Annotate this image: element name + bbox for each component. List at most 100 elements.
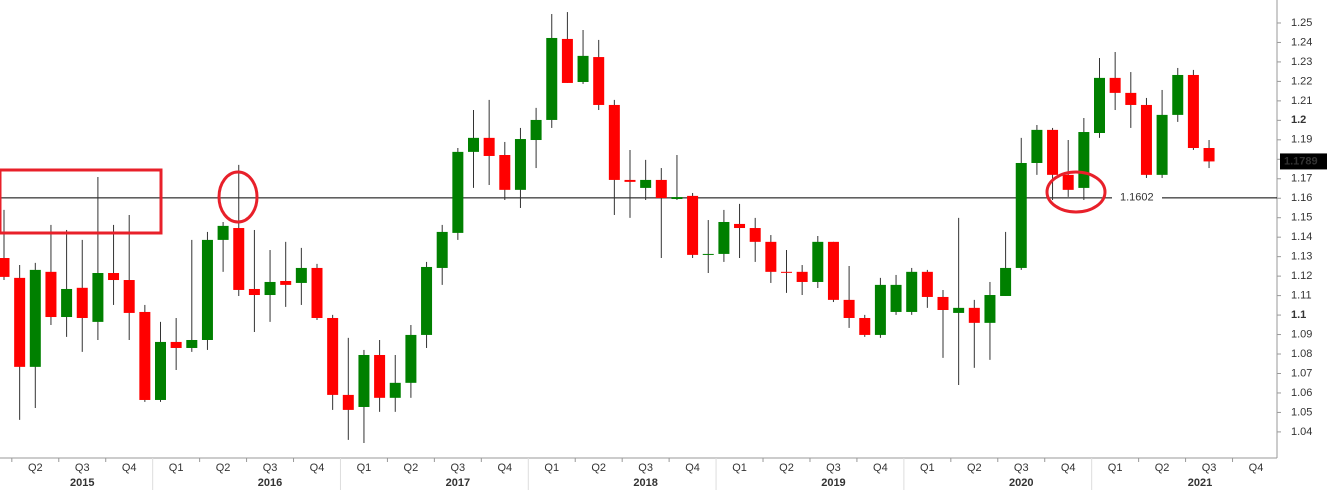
candle-body [139,311,151,400]
candle-body [671,197,683,200]
candle-body [1125,92,1137,105]
y-tick-label: 1.04 [1291,426,1312,438]
quarter-label: Q2 [779,462,794,474]
candle-body [311,267,323,318]
candle-body [859,317,871,335]
y-tick-label: 1.13 [1291,251,1312,263]
candle-body [1031,129,1043,163]
candle-body [1187,74,1199,148]
quarter-label: Q1 [544,462,559,474]
year-label: 2019 [821,477,845,489]
quarter-label: Q2 [216,462,231,474]
candle-body [749,228,761,242]
candle-body [827,241,839,300]
candle-body [1000,267,1012,296]
candle-body [452,151,464,233]
y-tick-label: 1.07 [1291,367,1312,379]
candle-body [1047,129,1059,175]
candle-body [45,271,57,318]
candle-body [874,284,886,335]
candle-body [29,269,41,367]
y-tick-label: 1.19 [1291,134,1312,146]
quarter-label: Q4 [1249,462,1264,474]
candle-body [108,273,120,281]
quarter-label: Q4 [685,462,700,474]
quarter-label: Q2 [591,462,606,474]
candle-body [1109,77,1121,93]
candle-body [123,280,135,313]
y-tick-label: 1.05 [1291,406,1312,418]
candle-body [436,231,448,268]
candle-body [906,271,918,312]
candle-body [468,137,479,152]
candle-body [405,334,417,383]
candle-body [201,239,213,340]
quarter-label: Q4 [122,462,137,474]
candle-body [421,266,433,335]
highlight-box [0,168,163,235]
candle-body [968,307,980,323]
candle-body [890,284,902,312]
candle-body [561,38,573,83]
quarter-label: Q1 [357,462,372,474]
candle-body [155,341,166,400]
candle-body [1078,132,1090,188]
last-price-tag [1280,153,1327,170]
candle-body [624,179,636,182]
candle-body [1140,104,1152,175]
candle-body [358,354,370,407]
candle-body [640,179,652,188]
candle-body [796,271,808,282]
level-label-bg [1112,190,1162,205]
candle-body [843,299,855,318]
quarter-label: Q3 [263,462,278,474]
candle-body [61,288,73,318]
quarter-label: Q4 [1061,462,1076,474]
quarter-label: Q2 [404,462,419,474]
candle-body [687,195,699,255]
year-label: 2015 [70,477,94,489]
quarter-label: Q4 [310,462,325,474]
candle-body [530,119,542,141]
year-label: 2016 [258,477,282,489]
candle-body [608,104,620,180]
candle-body [577,55,589,82]
y-tick-label: 1.17 [1291,173,1312,185]
candle-body [1062,174,1074,190]
candle-body [389,382,401,398]
candle-body [248,288,260,296]
candle-body [953,307,965,313]
candle-body [295,267,307,283]
candle-body [170,341,182,348]
candle-body [921,271,933,297]
candle-body [483,137,495,156]
quarter-label: Q3 [638,462,653,474]
candle-body [734,223,746,229]
last-price-label: 1.1789 [1284,155,1318,167]
year-label: 2020 [1009,477,1033,489]
candle-body [280,280,292,285]
quarter-label: Q3 [451,462,466,474]
candle-body [499,155,511,190]
candle-body [1203,147,1215,162]
candle-body [1015,162,1027,268]
quarter-label: Q1 [732,462,747,474]
quarter-label: Q3 [1202,462,1217,474]
y-tick-label: 1.23 [1291,56,1312,68]
candle-body [0,258,10,277]
candle-body [264,281,276,296]
highlight-circle [217,170,259,224]
y-tick-label: 1.12 [1291,270,1312,282]
y-tick-label: 1.25 [1291,17,1312,29]
quarter-label: Q1 [1108,462,1123,474]
year-label: 2021 [1188,477,1212,489]
candle-body [546,37,558,120]
y-tick-label: 1.11 [1291,290,1312,302]
candle-body [374,354,386,398]
candle-body [593,57,605,105]
candle-body [1156,114,1168,175]
candle-body [14,277,26,367]
candle-body [655,179,667,199]
y-tick-label: 1.09 [1291,328,1312,340]
